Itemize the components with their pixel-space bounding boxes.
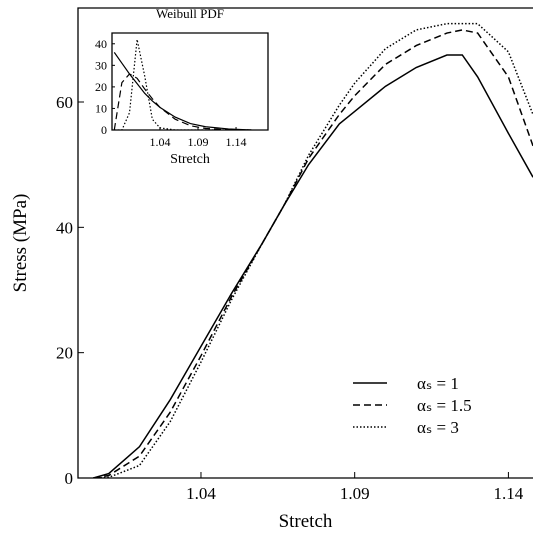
inset-background (112, 33, 268, 130)
axes-frame (111, 32, 269, 131)
series-line (93, 29, 533, 478)
legend-label: αₛ = 1.5 (417, 396, 472, 415)
x-tick-label: 1.14 (494, 484, 524, 503)
y-tick-label: 60 (56, 93, 73, 112)
y-tick-label: 20 (56, 344, 73, 363)
y-tick-label: 20 (95, 80, 107, 94)
series-line (113, 73, 252, 130)
x-axis-label: Stretch (279, 511, 333, 532)
y-tick-label: 40 (56, 218, 73, 237)
series-line (93, 54, 533, 478)
y-tick-label: 40 (95, 37, 107, 51)
y-tick-label: 0 (101, 123, 107, 137)
inset-title: Weibull PDF (156, 6, 224, 21)
y-tick-label: 10 (95, 102, 107, 116)
x-axis-label: Stretch (170, 152, 210, 167)
x-tick-label: 1.14 (226, 135, 247, 149)
series-line (113, 52, 252, 130)
y-axis-label: Stress (MPa) (10, 194, 31, 293)
legend-label: αₛ = 3 (417, 418, 459, 437)
x-tick-label: 1.09 (187, 135, 208, 149)
y-tick-label: 0 (65, 469, 74, 488)
series-line (93, 22, 533, 478)
legend-label: αₛ = 1 (417, 374, 459, 393)
y-tick-label: 30 (95, 59, 107, 73)
x-tick-label: 1.04 (186, 484, 216, 503)
x-tick-label: 1.09 (340, 484, 370, 503)
axes-frame (77, 7, 533, 479)
x-tick-label: 1.04 (149, 135, 170, 149)
